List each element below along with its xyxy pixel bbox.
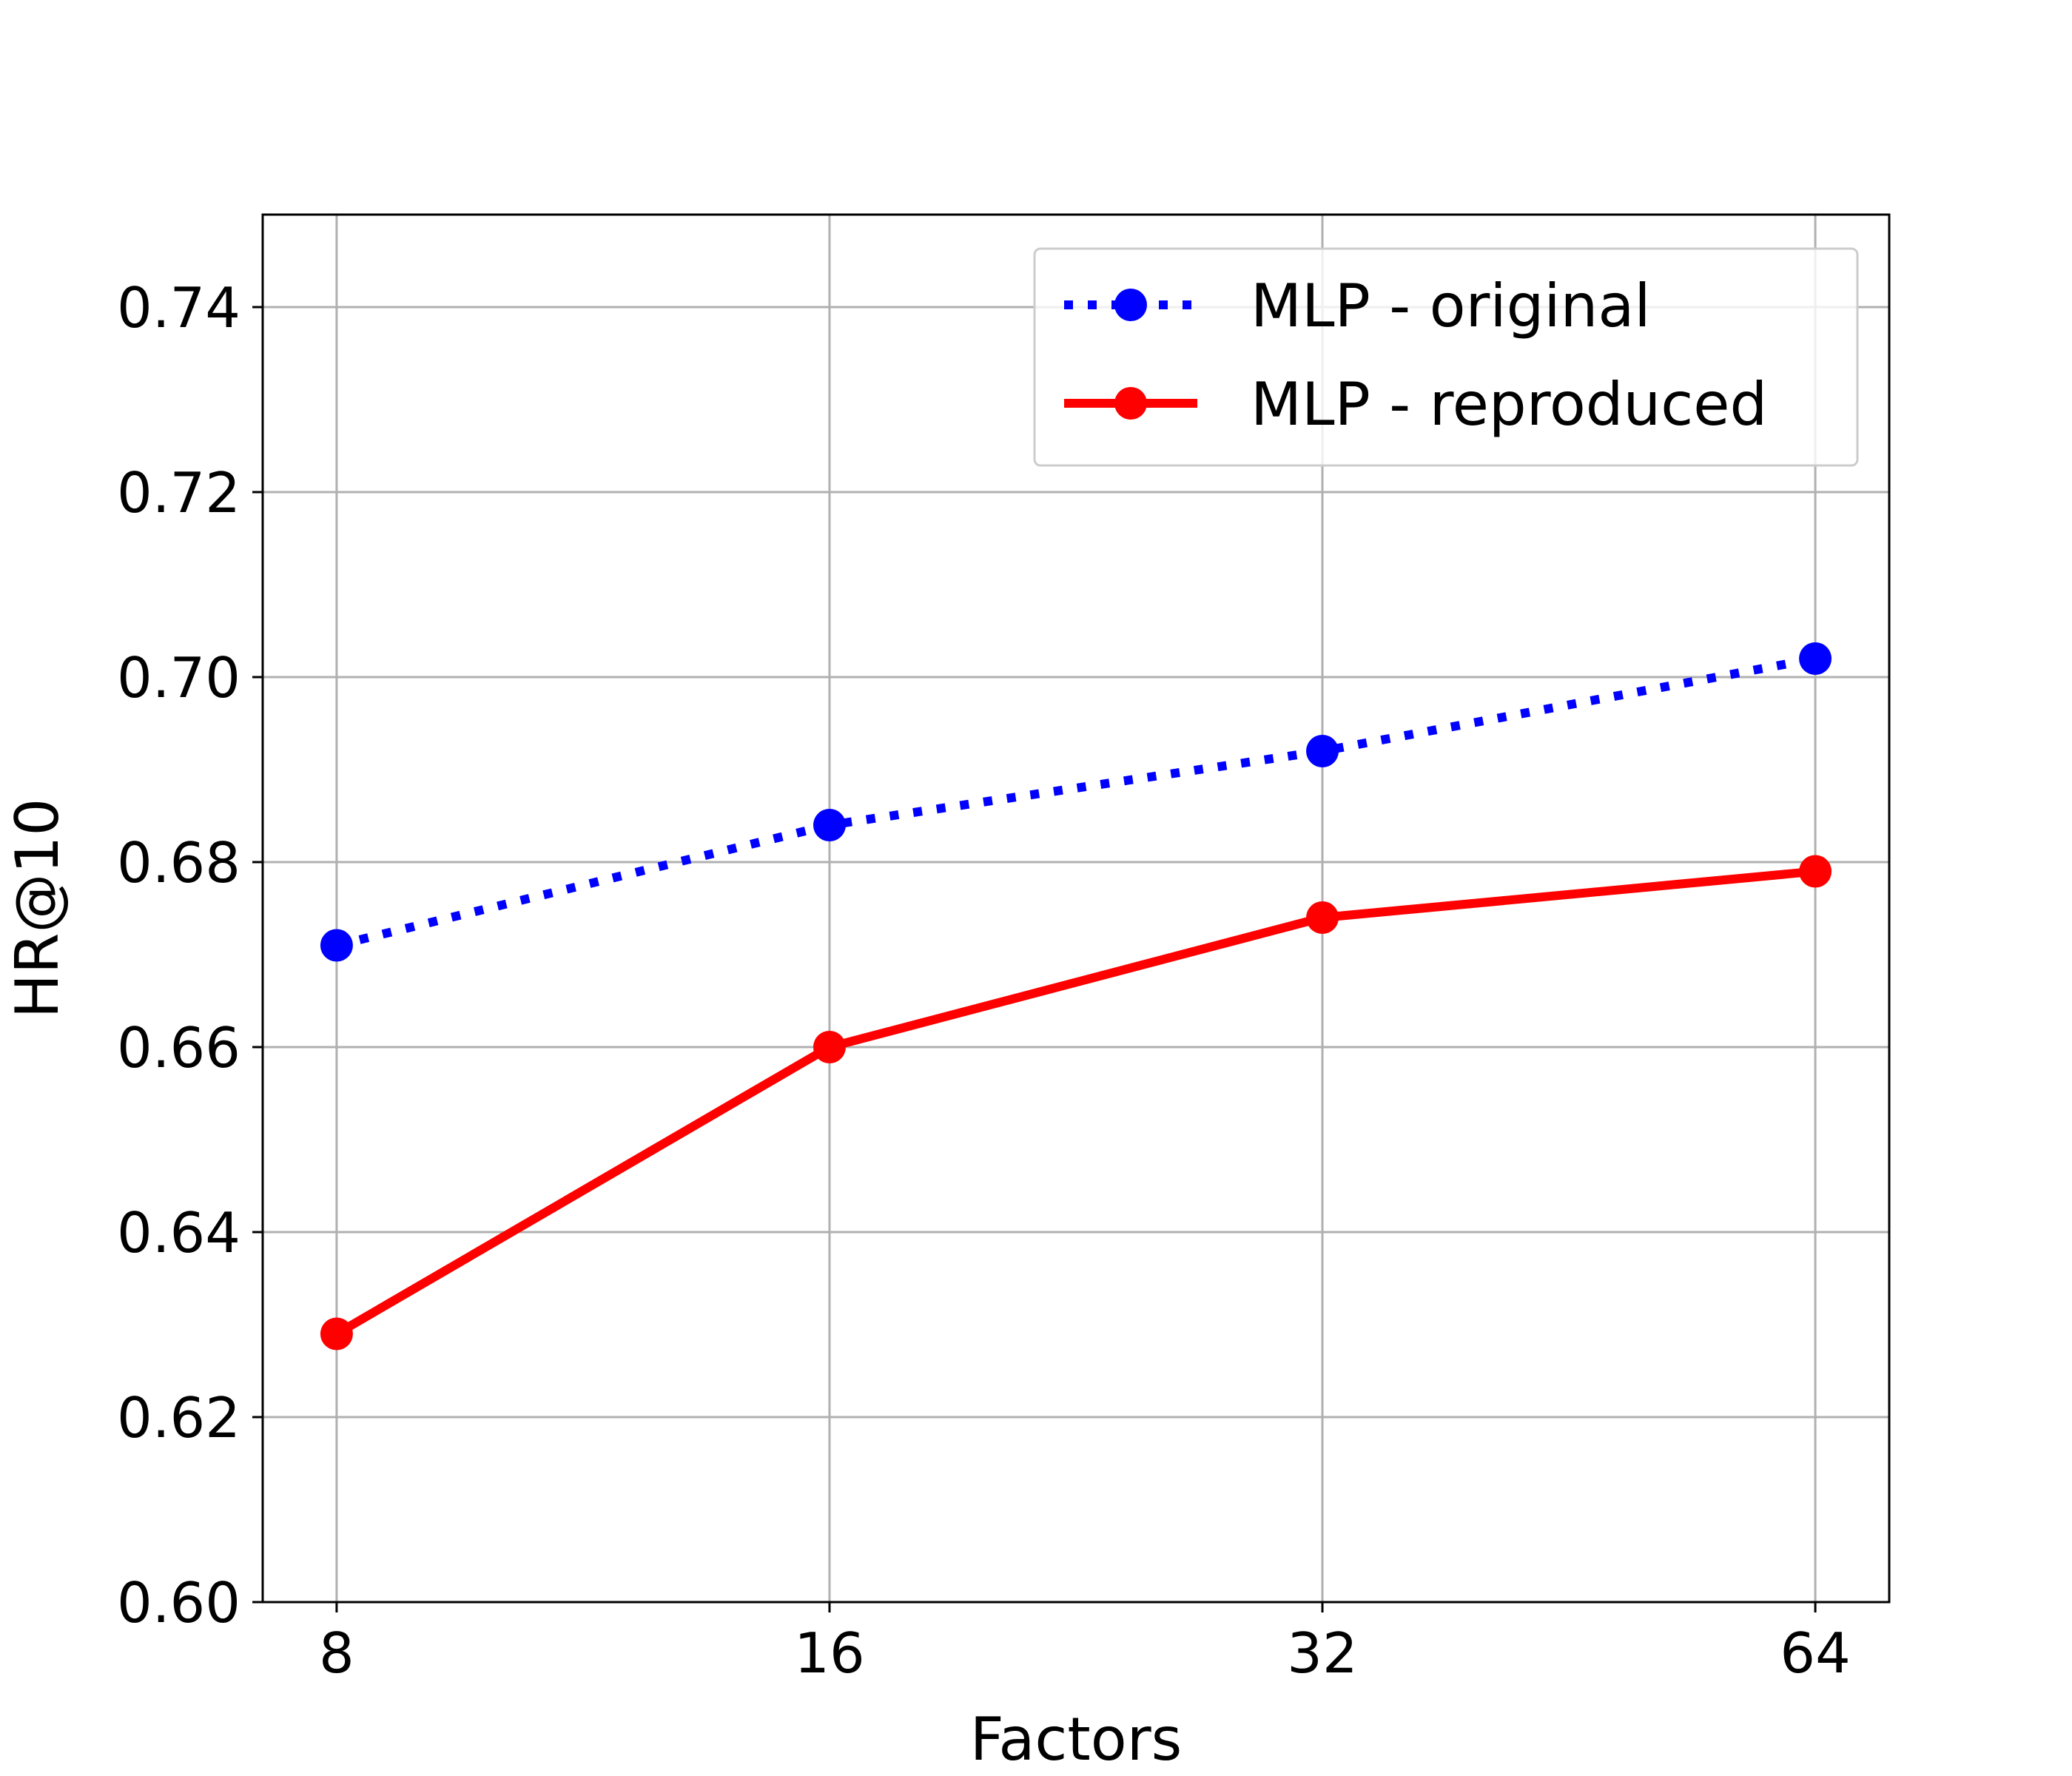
data-point	[813, 1031, 846, 1063]
legend-marker	[1114, 289, 1147, 321]
data-point	[1799, 855, 1832, 888]
x-tick-label: 8	[319, 1621, 354, 1686]
series-1	[320, 642, 1832, 962]
legend-entry: MLP - reproduced	[1064, 370, 1767, 439]
legend-label: MLP - original	[1251, 272, 1651, 340]
legend-entry: MLP - original	[1064, 272, 1651, 340]
series-line	[330, 866, 1820, 1340]
plot-frame	[261, 213, 1891, 1604]
data-point	[320, 1317, 353, 1350]
series-line	[335, 654, 1817, 950]
y-tick-label: 0.72	[117, 460, 240, 525]
legend-marker	[1114, 387, 1147, 420]
legend-label: MLP - reproduced	[1251, 370, 1767, 439]
x-tick-label: 64	[1780, 1621, 1850, 1686]
data-point	[1306, 901, 1339, 934]
y-tick-label: 0.74	[117, 275, 240, 340]
y-axis-label: HR@10	[3, 798, 72, 1019]
data-point	[320, 929, 353, 962]
x-tick-label: 16	[794, 1621, 864, 1686]
legend: MLP - original MLP - reproduced	[1033, 247, 1859, 467]
series-layer	[320, 642, 1832, 1350]
y-tick-label: 0.60	[117, 1570, 240, 1635]
legend-box	[1033, 247, 1859, 467]
x-tick-label: 32	[1287, 1621, 1357, 1686]
x-axis-label: Factors	[970, 1705, 1183, 1774]
y-tick-label: 0.64	[117, 1200, 240, 1265]
ticks: 8 16 32 64 0.60 0.62 0.64 0.66 0.68 0.70 0.72 0.74	[117, 275, 1851, 1686]
data-point	[1306, 735, 1339, 767]
y-tick-label: 0.62	[117, 1385, 240, 1450]
series-2	[320, 855, 1832, 1350]
y-tick-label: 0.70	[117, 645, 240, 710]
data-point	[813, 809, 846, 841]
y-tick-label: 0.68	[117, 830, 240, 895]
y-tick-label: 0.66	[117, 1015, 240, 1080]
data-point	[1799, 642, 1832, 675]
